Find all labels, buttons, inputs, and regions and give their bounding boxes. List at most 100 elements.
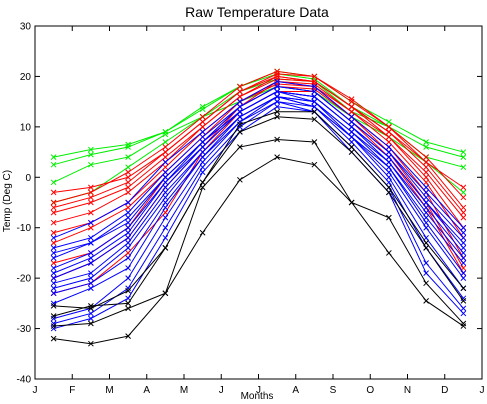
data-point-marker: [88, 194, 94, 201]
data-point-marker: [274, 73, 280, 80]
data-point-marker: [88, 224, 94, 231]
y-tick-label: 10: [20, 122, 32, 133]
data-point-marker: [50, 189, 57, 196]
y-tick-label: 30: [20, 22, 32, 33]
series-group: [50, 154, 467, 347]
data-point-marker: [237, 176, 243, 183]
data-point-marker: [274, 88, 280, 95]
data-point-marker: [460, 204, 467, 211]
data-point-marker: [274, 154, 280, 160]
data-point-marker: [125, 179, 131, 186]
x-tick-label: J: [33, 385, 38, 396]
data-point-marker: [348, 113, 355, 120]
data-point-marker: [423, 154, 429, 160]
data-point-marker: [50, 335, 57, 342]
series-line: [53, 96, 464, 294]
data-point-marker: [460, 285, 467, 292]
data-point-marker: [423, 159, 429, 166]
data-point-marker: [311, 81, 318, 87]
data-point-marker: [50, 250, 57, 256]
data-point-marker: [125, 287, 131, 294]
data-point-marker: [460, 323, 467, 329]
data-point-marker: [162, 144, 169, 150]
data-point-marker: [199, 144, 206, 150]
data-point-marker: [88, 315, 94, 322]
data-point-marker: [199, 169, 206, 176]
data-point-marker: [162, 194, 169, 201]
series-line: [53, 96, 464, 304]
data-point-marker: [50, 300, 57, 307]
data-point-marker: [162, 149, 169, 155]
series-line: [53, 106, 464, 330]
data-point-marker: [50, 234, 57, 241]
data-point-marker: [460, 149, 467, 155]
data-point-marker: [199, 129, 206, 135]
data-point-marker: [311, 103, 318, 110]
data-point-marker: [386, 169, 392, 176]
data-point-marker: [460, 250, 467, 256]
series-line: [53, 73, 464, 166]
x-tick-label: A: [143, 385, 150, 396]
data-point-marker: [50, 219, 57, 226]
data-point-marker: [237, 83, 243, 90]
data-point-marker: [237, 129, 243, 135]
data-point-marker: [199, 118, 206, 125]
data-point-marker: [162, 159, 169, 166]
data-point-marker: [386, 139, 392, 145]
data-point-marker: [423, 297, 429, 304]
series-line: [53, 101, 464, 325]
data-point-marker: [386, 184, 392, 191]
data-point-marker: [199, 229, 206, 236]
data-point-marker: [311, 98, 318, 105]
data-point-marker: [274, 93, 280, 100]
data-point-marker: [125, 189, 131, 196]
data-point-marker: [125, 275, 131, 281]
data-point-marker: [162, 164, 169, 171]
data-point-marker: [162, 139, 169, 145]
data-point-marker: [311, 161, 318, 168]
data-point-marker: [199, 106, 206, 113]
data-point-marker: [162, 234, 169, 241]
data-point-marker: [199, 184, 206, 191]
data-point-marker: [125, 209, 131, 216]
data-point-marker: [50, 285, 57, 292]
data-point-marker: [125, 234, 131, 241]
y-axis-label: Temp (Deg C): [2, 170, 13, 232]
data-point-marker: [50, 303, 57, 309]
data-point-marker: [125, 184, 131, 191]
data-point-marker: [50, 325, 57, 332]
x-tick-label: S: [330, 385, 337, 396]
data-point-marker: [125, 214, 131, 221]
data-point-marker: [237, 98, 243, 105]
data-point-marker: [125, 219, 131, 226]
data-point-marker: [88, 151, 94, 158]
data-point-marker: [348, 134, 355, 140]
data-point-marker: [460, 297, 467, 304]
series-group: [50, 78, 467, 241]
data-point-marker: [88, 146, 94, 153]
data-point-marker: [460, 189, 467, 196]
y-tick-label: -40: [17, 375, 32, 386]
data-point-marker: [423, 144, 429, 150]
data-point-marker: [125, 300, 131, 307]
data-point-marker: [50, 209, 57, 216]
data-point-marker: [423, 204, 429, 211]
data-point-marker: [199, 159, 206, 166]
series-line: [53, 101, 464, 319]
data-point-marker: [162, 290, 169, 297]
series-line: [53, 116, 464, 317]
data-point-marker: [125, 245, 131, 251]
data-point-marker: [423, 174, 429, 181]
data-point-marker: [88, 189, 94, 196]
data-point-marker: [311, 108, 318, 115]
y-tick-label: -10: [17, 223, 32, 234]
data-point-marker: [88, 310, 94, 317]
series-line: [53, 83, 464, 244]
data-point-marker: [274, 83, 280, 90]
chart-title: Raw Temperature Data: [185, 4, 329, 20]
x-tick-label: O: [366, 385, 374, 396]
data-point-marker: [125, 333, 131, 339]
data-point-marker: [348, 118, 355, 125]
